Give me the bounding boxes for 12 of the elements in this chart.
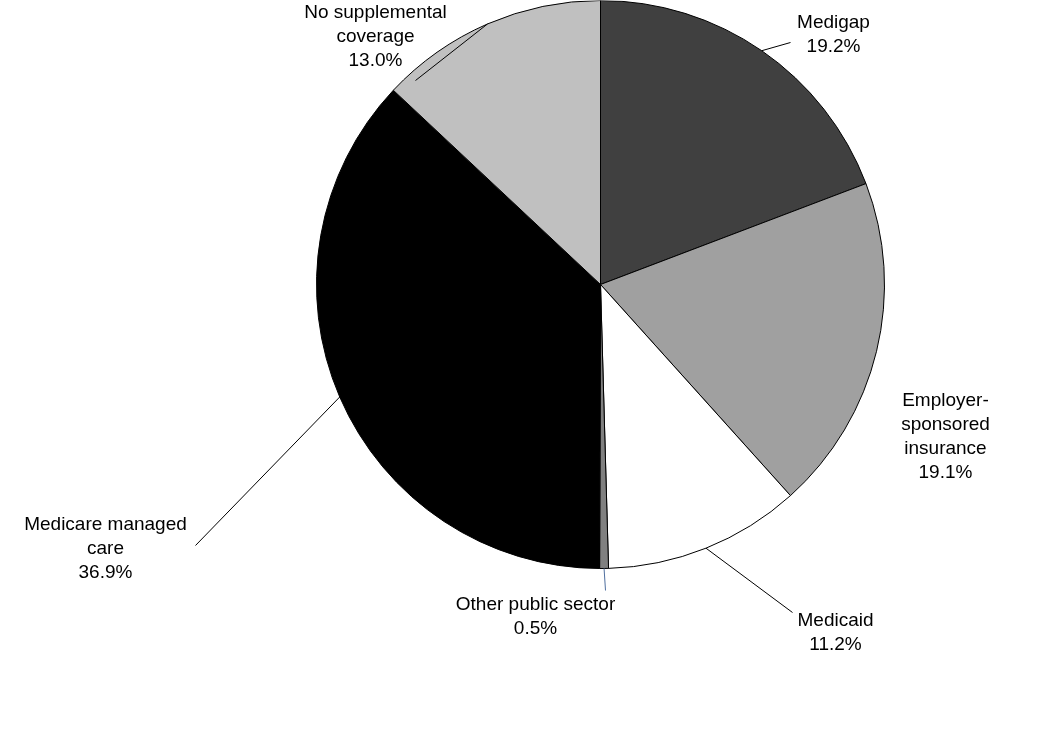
data-label: 19.1% bbox=[918, 460, 973, 482]
data-label: 0.5% bbox=[513, 616, 558, 638]
slice-label: Medicare managed care bbox=[24, 512, 187, 558]
data-label: 19.2% bbox=[806, 34, 861, 56]
data-label: 11.2% bbox=[809, 632, 862, 654]
slice-label: Medigap bbox=[797, 10, 870, 32]
slice-label: Other public sector bbox=[455, 592, 616, 614]
slice-label: Medicaid bbox=[797, 608, 874, 630]
data-label: 13.0% bbox=[348, 48, 403, 70]
slice-label: Employer-sponsored insurance bbox=[901, 388, 990, 458]
data-label: 36.9% bbox=[78, 560, 133, 582]
slice-label: No supplemental coverage bbox=[304, 0, 447, 46]
